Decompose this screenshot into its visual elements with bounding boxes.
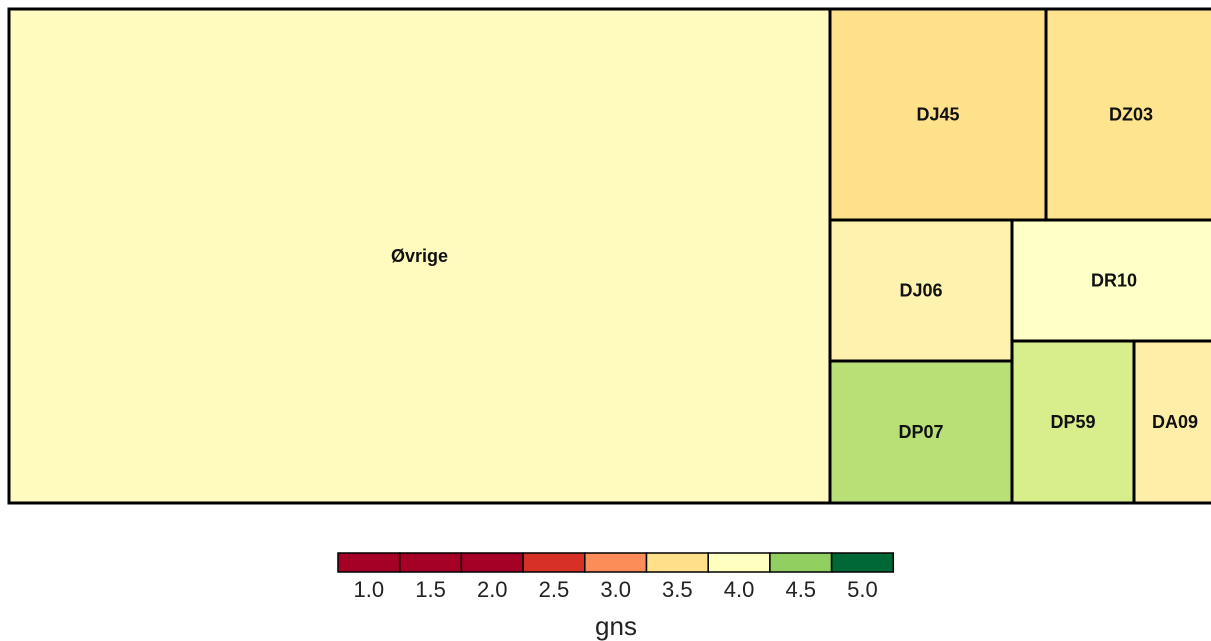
legend-tick-label: 1.5 [415,577,446,602]
legend-swatch-3 [460,552,524,573]
legend-title: gns [595,611,637,641]
legend-swatch-5 [584,552,648,573]
tile-label-dj06: DJ06 [899,281,942,301]
legend-tick-label: 2.5 [539,577,570,602]
legend-tick-label: 5.0 [847,577,878,602]
tile-label-dj45: DJ45 [916,105,959,125]
tile-dj06 [828,218,1014,363]
tile-dr10 [1010,218,1211,343]
legend-tick-label: 4.0 [724,577,755,602]
tile-label-da09: DA09 [1152,412,1198,432]
legend-tick-label: 3.5 [662,577,693,602]
legend-swatch-7 [707,552,771,573]
legend-swatch-9 [830,552,895,573]
legend-swatch-2 [398,552,463,573]
tile-label-vrige: Øvrige [391,246,448,266]
legend-swatch-4 [522,552,586,573]
legend-tick-label: 2.0 [477,577,508,602]
color-legend: 1.0 1.5 2.0 2.5 3.0 3.5 4.0 4.5 5.0 gns [337,552,895,641]
tile-da09 [1132,339,1211,505]
tile-label-dr10: DR10 [1091,271,1137,291]
tile-label-dz03: DZ03 [1109,105,1153,125]
tile-label-dp07: DP07 [898,422,943,442]
treemap: Øvrige DJ45 DZ03 DJ06 DR10 DP07 DP59 DA09 [7,7,1211,505]
legend-swatch-6 [645,552,709,573]
tile-dj45 [828,7,1048,222]
legend-swatch-8 [769,552,833,573]
tile-vrige [7,7,832,505]
legend-tick-label: 1.0 [354,577,385,602]
legend-swatch-1 [337,552,401,573]
tile-label-dp59: DP59 [1050,412,1095,432]
legend-tick-label: 3.0 [600,577,631,602]
legend-tick-label: 4.5 [785,577,816,602]
